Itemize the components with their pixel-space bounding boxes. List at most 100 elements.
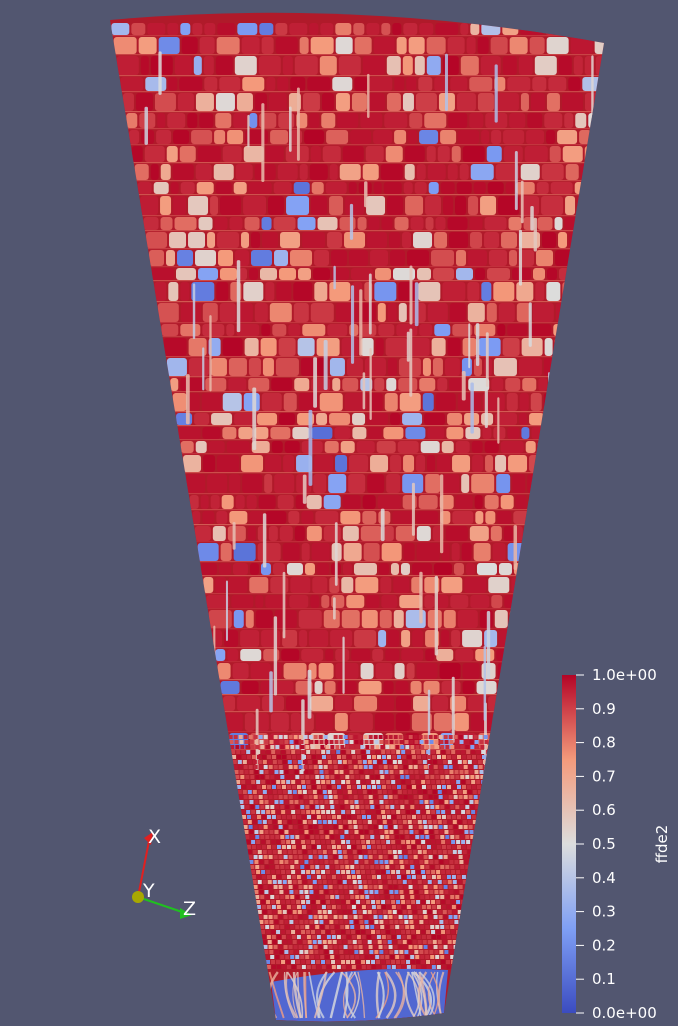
fine-mesh-cell — [261, 840, 266, 844]
fine-mesh-cell — [303, 945, 308, 949]
mesh-cell — [380, 164, 403, 180]
fine-mesh-cell — [403, 915, 408, 919]
fine-mesh-cell — [332, 790, 337, 794]
fine-mesh-cell — [261, 935, 266, 939]
fine-mesh-cell — [326, 870, 331, 874]
fine-mesh-cell — [361, 845, 366, 849]
mesh-cell — [170, 182, 179, 194]
mesh-cell — [529, 413, 545, 425]
fine-mesh-cell — [465, 745, 470, 749]
fine-mesh-cell — [326, 780, 331, 784]
fine-mesh-cell — [365, 745, 370, 749]
mesh-cell — [381, 595, 398, 608]
fine-mesh-cell — [353, 825, 358, 829]
fine-mesh-cell — [251, 750, 256, 754]
fine-mesh-cell — [318, 915, 323, 919]
fine-mesh-cell — [453, 735, 458, 739]
fine-mesh-cell — [415, 805, 420, 809]
mesh-cell — [375, 268, 392, 280]
mesh-cell — [345, 196, 365, 215]
fine-mesh-cell — [405, 835, 410, 839]
fine-mesh-cell — [302, 940, 307, 944]
fine-mesh-cell — [437, 940, 442, 944]
fine-mesh-cell — [474, 740, 479, 744]
fine-mesh-cell — [356, 750, 361, 754]
mesh-cell — [299, 37, 309, 54]
fine-mesh-cell — [342, 880, 347, 884]
mesh-cell — [424, 413, 446, 425]
fine-mesh-cell — [345, 895, 350, 899]
fine-mesh-cell — [342, 755, 347, 759]
mesh-cell — [215, 93, 235, 111]
fine-mesh-cell — [370, 895, 375, 899]
fine-mesh-cell — [231, 750, 236, 754]
fine-mesh-cell — [377, 850, 382, 854]
fine-mesh-cell — [486, 750, 491, 754]
fine-mesh-cell — [439, 830, 444, 834]
fine-mesh-cell — [349, 740, 354, 744]
mesh-streak — [202, 347, 205, 391]
fine-mesh-cell — [270, 835, 275, 839]
mesh-row-line — [169, 391, 549, 393]
fine-mesh-cell — [298, 735, 303, 739]
fine-mesh-cell — [384, 890, 389, 894]
mesh-cell — [237, 303, 253, 322]
fine-mesh-cell — [353, 795, 358, 799]
fine-mesh-cell — [349, 800, 354, 804]
fine-mesh-cell — [364, 890, 369, 894]
fine-mesh-cell — [482, 760, 487, 764]
fine-mesh-cell — [345, 745, 350, 749]
fine-mesh-cell — [439, 890, 444, 894]
fine-mesh-cell — [415, 835, 420, 839]
mesh-streak — [528, 302, 532, 347]
mesh-cell — [479, 610, 493, 628]
fine-mesh-cell — [392, 760, 397, 764]
fine-mesh-cell — [281, 905, 286, 909]
fine-mesh-cell — [331, 930, 336, 934]
fine-mesh-cell — [369, 740, 374, 744]
mesh-cell — [473, 182, 486, 194]
fine-mesh-cell — [246, 810, 251, 814]
scalar-field-render[interactable] — [100, 0, 620, 1026]
fine-mesh-cell — [449, 800, 454, 804]
mesh-cell — [256, 713, 269, 731]
fine-mesh-cell — [462, 880, 467, 884]
fine-mesh-cell — [475, 805, 480, 809]
scalar-bar-legend[interactable]: 1.0e+000.90.80.70.60.50.40.30.20.10.0e+0… — [562, 666, 671, 1022]
fine-mesh-cell — [369, 800, 374, 804]
mesh-cell — [436, 595, 449, 608]
fine-mesh-cell — [452, 880, 457, 884]
mesh-cell — [269, 303, 292, 322]
mesh-cell — [416, 511, 439, 524]
fine-mesh-cell — [341, 815, 346, 819]
fine-mesh-cell — [446, 935, 451, 939]
fine-mesh-cell — [320, 745, 325, 749]
fine-mesh-cell — [287, 760, 292, 764]
fine-mesh-cell — [426, 935, 431, 939]
fine-mesh-cell — [347, 880, 352, 884]
mesh-cell — [270, 427, 291, 439]
fine-mesh-cell — [393, 795, 398, 799]
mesh-row-line — [222, 711, 497, 713]
fine-mesh-cell — [397, 760, 402, 764]
fine-mesh-cell — [441, 840, 446, 844]
fine-mesh-cell — [442, 940, 447, 944]
mesh-cell — [202, 427, 221, 439]
fine-mesh-cell — [291, 785, 296, 789]
mesh-cell — [419, 130, 439, 144]
fine-mesh-cell — [384, 740, 389, 744]
mesh-cell — [181, 37, 198, 54]
fine-mesh-cell — [305, 865, 310, 869]
mesh-cell — [468, 196, 479, 215]
fine-mesh-cell — [431, 810, 436, 814]
mesh-cell — [403, 23, 418, 35]
mesh-cell — [275, 358, 299, 376]
fine-mesh-cell — [467, 820, 472, 824]
mesh-cell — [435, 393, 456, 411]
fine-mesh-cell — [346, 905, 351, 909]
fine-mesh-cell — [401, 960, 406, 964]
mesh-cell — [237, 696, 261, 711]
mesh-cell — [546, 282, 561, 301]
fine-mesh-cell — [351, 930, 356, 934]
